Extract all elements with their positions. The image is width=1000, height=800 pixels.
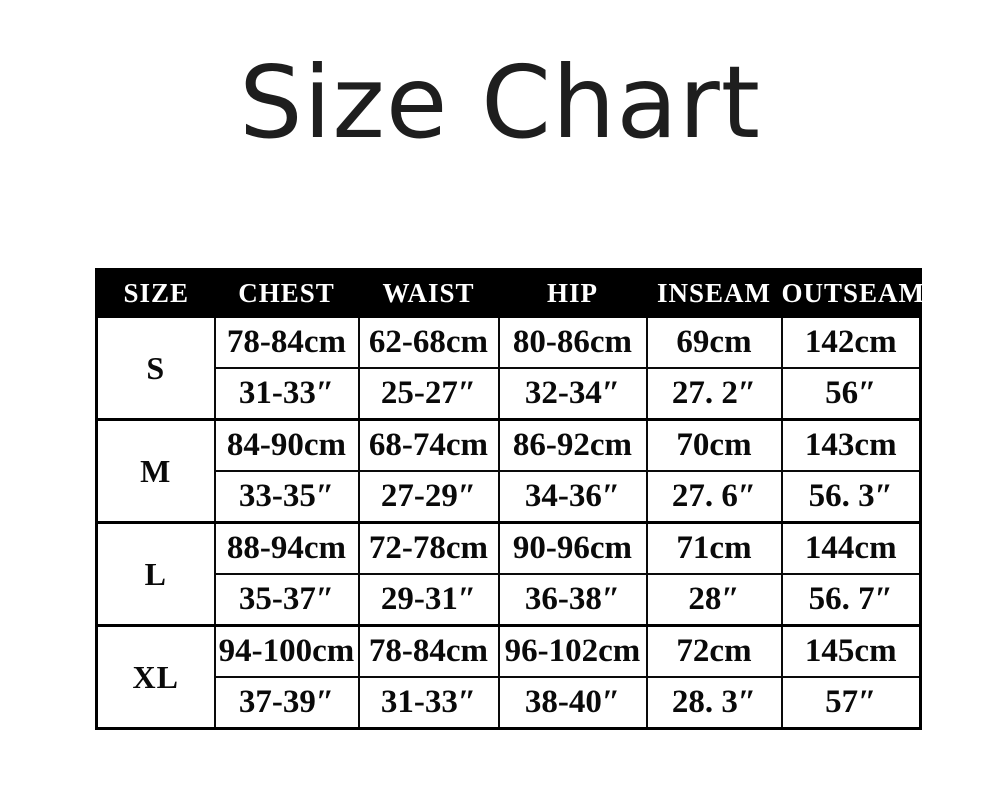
- table-row-xl-inch: 37-39″ 31-33″ 38-40″ 28. 3″ 57″: [97, 676, 922, 730]
- cell-m-inseam-inch: 27. 6″: [645, 470, 783, 524]
- cell-s-chest-cm: 78-84cm: [213, 315, 360, 369]
- cell-s-outseam-inch: 56″: [780, 367, 922, 421]
- col-header-outseam: OUTSEAM: [781, 269, 924, 317]
- table-row-s-cm: S 78-84cm 62-68cm 80-86cm 69cm 142cm: [95, 315, 922, 421]
- size-group-xl: XL 94-100cm 78-84cm 96-102cm 72cm 145cm …: [95, 624, 922, 730]
- cell-s-waist-inch: 25-27″: [357, 367, 500, 421]
- cell-xl-outseam-inch: 57″: [780, 676, 922, 730]
- cell-xl-inseam-cm: 72cm: [645, 624, 783, 678]
- cell-m-chest-inch: 33-35″: [213, 470, 360, 524]
- col-header-size: SIZE: [96, 269, 215, 317]
- col-header-hip: HIP: [498, 269, 647, 317]
- cell-l-hip-cm: 90-96cm: [497, 521, 648, 575]
- size-group-s: S 78-84cm 62-68cm 80-86cm 69cm 142cm 31-…: [95, 315, 922, 421]
- cell-s-chest-inch: 31-33″: [213, 367, 360, 421]
- cell-s-outseam-cm: 142cm: [780, 315, 922, 369]
- cell-xl-hip-cm: 96-102cm: [497, 624, 648, 678]
- header-row: SIZE CHEST WAIST HIP INSEAM OUTSEAM: [96, 269, 924, 317]
- cell-l-inseam-cm: 71cm: [645, 521, 783, 575]
- table-row-l-inch: 35-37″ 29-31″ 36-38″ 28″ 56. 7″: [97, 573, 922, 627]
- cell-xl-outseam-cm: 145cm: [780, 624, 922, 678]
- cell-xl-chest-inch: 37-39″: [213, 676, 360, 730]
- cell-l-outseam-cm: 144cm: [780, 521, 922, 575]
- cell-xl-chest-cm: 94-100cm: [213, 624, 360, 678]
- cell-l-chest-inch: 35-37″: [213, 573, 360, 627]
- size-label-l: L: [95, 521, 216, 627]
- cell-m-hip-cm: 86-92cm: [497, 418, 648, 472]
- cell-l-outseam-inch: 56. 7″: [780, 573, 922, 627]
- table-row-xl-cm: XL 94-100cm 78-84cm 96-102cm 72cm 145cm: [95, 624, 922, 730]
- table-row-m-cm: M 84-90cm 68-74cm 86-92cm 70cm 143cm: [95, 418, 922, 524]
- col-header-inseam: INSEAM: [646, 269, 782, 317]
- cell-xl-waist-cm: 78-84cm: [357, 624, 500, 678]
- table-row-l-cm: L 88-94cm 72-78cm 90-96cm 71cm 144cm: [95, 521, 922, 627]
- cell-m-waist-inch: 27-29″: [357, 470, 500, 524]
- cell-m-inseam-cm: 70cm: [645, 418, 783, 472]
- table-row-m-inch: 33-35″ 27-29″ 34-36″ 27. 6″ 56. 3″: [97, 470, 922, 524]
- cell-l-waist-inch: 29-31″: [357, 573, 500, 627]
- cell-l-chest-cm: 88-94cm: [213, 521, 360, 575]
- page-title: Size Chart: [239, 44, 761, 161]
- size-group-l: L 88-94cm 72-78cm 90-96cm 71cm 144cm 35-…: [95, 521, 922, 627]
- col-header-chest: CHEST: [214, 269, 359, 317]
- cell-s-inseam-inch: 27. 2″: [645, 367, 783, 421]
- cell-s-waist-cm: 62-68cm: [357, 315, 500, 369]
- cell-m-outseam-inch: 56. 3″: [780, 470, 922, 524]
- size-group-m: M 84-90cm 68-74cm 86-92cm 70cm 143cm 33-…: [95, 418, 922, 524]
- cell-s-hip-cm: 80-86cm: [497, 315, 648, 369]
- cell-xl-waist-inch: 31-33″: [357, 676, 500, 730]
- cell-l-waist-cm: 72-78cm: [357, 521, 500, 575]
- cell-s-hip-inch: 32-34″: [497, 367, 648, 421]
- cell-xl-hip-inch: 38-40″: [497, 676, 648, 730]
- table-row-s-inch: 31-33″ 25-27″ 32-34″ 27. 2″ 56″: [97, 367, 922, 421]
- cell-m-waist-cm: 68-74cm: [357, 418, 500, 472]
- cell-m-chest-cm: 84-90cm: [213, 418, 360, 472]
- cell-l-inseam-inch: 28″: [645, 573, 783, 627]
- cell-s-inseam-cm: 69cm: [645, 315, 783, 369]
- size-chart-table: SIZE CHEST WAIST HIP INSEAM OUTSEAM S 78…: [95, 268, 924, 730]
- cell-l-hip-inch: 36-38″: [497, 573, 648, 627]
- col-header-waist: WAIST: [358, 269, 499, 317]
- cell-m-outseam-cm: 143cm: [780, 418, 922, 472]
- size-label-xl: XL: [95, 624, 216, 730]
- size-label-s: S: [95, 315, 216, 421]
- cell-m-hip-inch: 34-36″: [497, 470, 648, 524]
- cell-xl-inseam-inch: 28. 3″: [645, 676, 783, 730]
- size-label-m: M: [95, 418, 216, 524]
